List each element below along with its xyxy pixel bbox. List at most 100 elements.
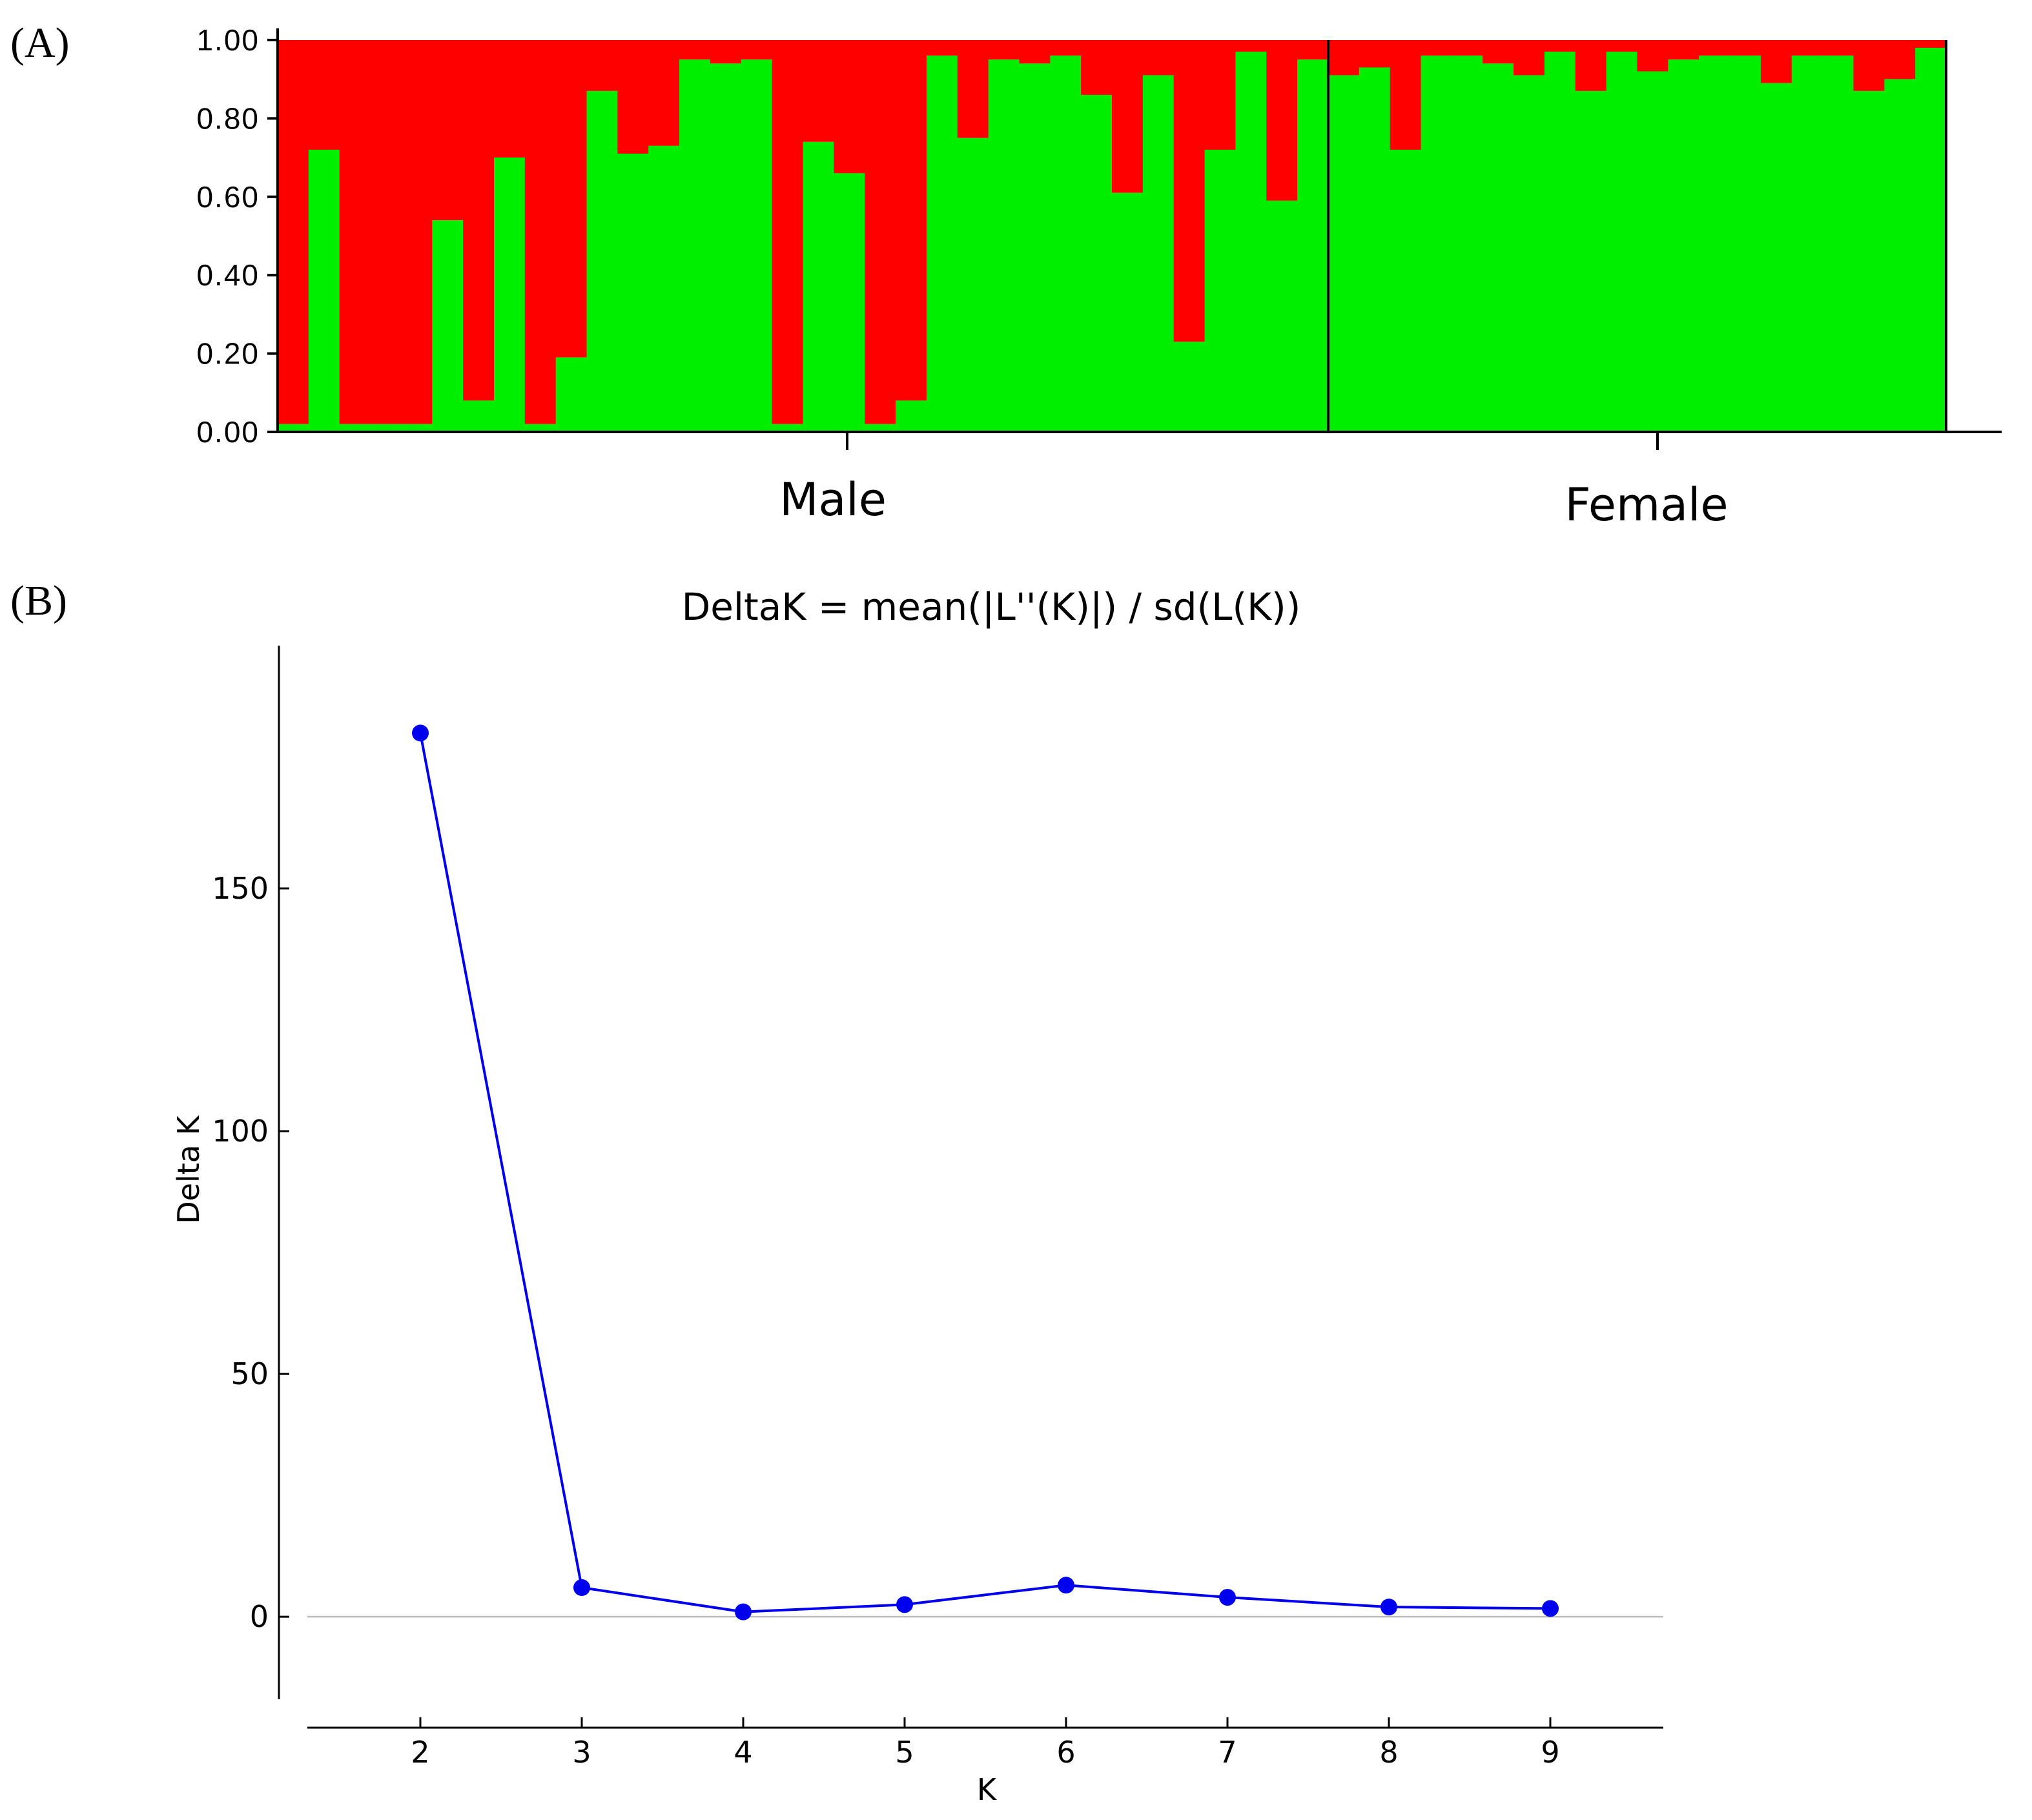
data-point [412,724,429,742]
bar-cluster-2 [679,59,711,433]
bar-cluster-2 [1668,59,1699,433]
bar-cluster-2 [1081,94,1113,433]
x-tick-label: 9 [1541,1735,1559,1770]
x-tick-label: 4 [734,1735,752,1770]
bar-cluster-2 [1884,79,1916,432]
bar-cluster-1 [1606,40,1638,52]
bar-cluster-2 [1730,56,1761,432]
y-tick-label: 0.60 [196,180,260,214]
bar-cluster-2 [834,173,865,432]
bar-cluster-2 [1359,67,1391,433]
bar-cluster-1 [1390,40,1422,150]
bar-cluster-2 [926,56,958,432]
bar-cluster-2 [1822,56,1854,432]
bar-cluster-1 [1884,40,1916,79]
bar-cluster-2 [1050,56,1082,432]
bar-cluster-2 [1514,75,1545,432]
bar-cluster-1 [1081,40,1113,95]
bar-cluster-1 [957,40,989,138]
data-point [573,1579,590,1597]
bar-cluster-1 [278,40,309,424]
bar-cluster-2 [741,59,773,433]
structure-y-ticks: 0.00 0.20 0.40 0.60 0.80 1.00 [196,23,278,449]
bar-cluster-1 [463,40,495,401]
bar-cluster-2 [1760,83,1792,432]
bar-cluster-2 [278,424,309,432]
bar-cluster-2 [803,141,834,432]
bar-cluster-2 [1791,56,1823,432]
bar-cluster-1 [1204,40,1237,150]
bar-cluster-1 [586,40,618,91]
y-tick-label: 0.80 [196,101,260,135]
bar-cluster-2 [586,90,618,432]
bar-cluster-2 [401,424,433,432]
bar-cluster-1 [1668,40,1699,60]
bar-cluster-2 [1575,90,1607,432]
deltak-x-ticks: 2 3 4 5 6 7 8 9 [411,1717,1560,1770]
bar-cluster-2 [463,400,495,432]
bar-cluster-1 [401,40,433,424]
bar-cluster-1 [1483,40,1514,64]
bar-cluster-2 [432,220,464,432]
bar-cluster-1 [741,40,773,60]
group-label-female: Female [1565,478,1728,531]
bar-cluster-2 [988,59,1020,433]
bar-cluster-1 [555,40,588,358]
x-tick-label: 3 [572,1735,591,1770]
x-tick-label: 5 [895,1735,914,1770]
bar-cluster-1 [1142,40,1175,76]
deltak-y-ticks: 0 50 100 150 [212,871,289,1634]
panel-b-label: (B) [10,577,67,624]
bar-cluster-1 [1791,40,1823,56]
bar-cluster-1 [1514,40,1545,76]
deltak-series-line [419,733,1551,1613]
bar-cluster-2 [648,145,680,432]
bar-cluster-1 [1266,40,1298,201]
x-tick-label: 7 [1218,1735,1237,1770]
bar-cluster-1 [1328,40,1360,76]
deltak-axes [278,646,1663,1729]
bar-cluster-2 [1142,75,1175,432]
bar-cluster-1 [1297,40,1329,60]
bar-cluster-1 [432,40,464,221]
bar-cluster-1 [896,40,927,401]
bar-cluster-2 [339,424,371,432]
bar-cluster-2 [1915,48,1947,432]
group-label-male: Male [779,473,887,526]
bar-cluster-1 [339,40,371,424]
bar-cluster-2 [957,138,989,432]
bar-cluster-1 [308,40,340,150]
bar-cluster-1 [1050,40,1082,56]
structure-bars [278,40,1947,433]
bar-cluster-1 [648,40,680,146]
bar-cluster-1 [834,40,865,174]
panel-a-label: (A) [10,19,70,66]
bar-cluster-2 [710,63,742,433]
bar-cluster-1 [1235,40,1267,52]
structure-group-labels: Male Female [779,432,1729,531]
bar-cluster-1 [926,40,958,56]
bar-cluster-2 [1606,52,1638,432]
bar-cluster-2 [617,154,649,432]
bar-cluster-2 [493,158,526,432]
data-point [1380,1599,1397,1616]
deltak-chart-title: DeltaK = mean(|L''(K)|) / sd(L(K)) [682,585,1301,629]
y-tick-label: 50 [231,1356,269,1391]
bar-cluster-1 [1019,40,1051,64]
bar-cluster-1 [370,40,402,424]
structure-axes [276,28,2002,433]
y-tick-label: 1.00 [196,23,260,57]
data-point [735,1603,752,1621]
bar-cluster-1 [1359,40,1391,68]
bar-cluster-2 [1112,192,1144,432]
x-tick-label: 2 [411,1735,429,1770]
bar-cluster-2 [1204,149,1237,432]
bar-cluster-2 [1483,63,1514,433]
bar-cluster-2 [1173,342,1206,432]
deltak-line-chart: DeltaK = mean(|L''(K)|) / sd(L(K)) 0 50 10… [171,585,1663,1807]
bar-cluster-1 [524,40,557,424]
y-tick-label: 0.40 [196,258,260,292]
bar-cluster-1 [1822,40,1854,56]
bar-cluster-2 [1637,71,1668,432]
bar-cluster-1 [1730,40,1761,56]
